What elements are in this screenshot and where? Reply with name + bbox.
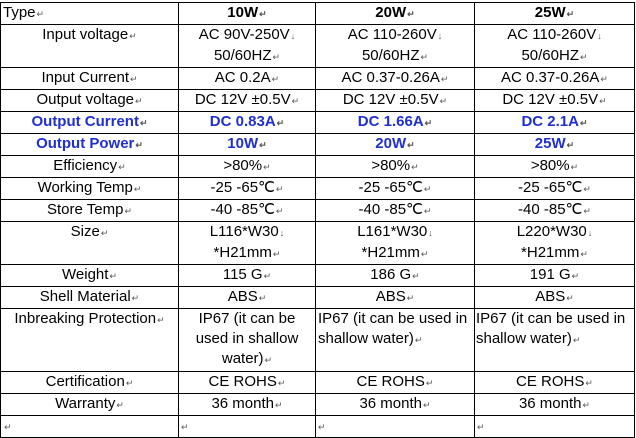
- cell-warranty-10w: 36 month↵: [178, 393, 316, 416]
- row-output-power: Output Power↵ 10W↵ 20W↵ 25W↵: [0, 133, 635, 156]
- row-efficiency: Efficiency↵ >80%↵ >80%↵ >80%↵: [0, 155, 635, 178]
- cell-size-25w: L220*W30↓ *H21mm↵: [474, 221, 635, 265]
- row-certification: Certification↵ CE ROHS↵ CE ROHS↵ CE ROHS…: [0, 371, 635, 394]
- cell-efficiency-20w: >80%↵: [315, 155, 475, 178]
- row-inbreaking-protection: Inbreaking Protection↵ IP67 (it can be u…: [0, 308, 635, 372]
- cell-output-voltage-10w: DC 12V ±0.5V↵: [178, 89, 316, 112]
- cell-protection-20w: IP67 (it can be used in shallow water)↵: [315, 308, 475, 372]
- cell-input-voltage-25w: AC 110-260V↓ 50/60HZ↵: [474, 24, 635, 68]
- label-size: Size↵: [0, 221, 179, 265]
- cell-weight-25w: 191 G↵: [474, 264, 635, 287]
- cell-protection-10w: IP67 (it can be used in shallow water)↵: [178, 308, 316, 372]
- row-input-current: Input Current↵ AC 0.2A↵ AC 0.37-0.26A↵ A…: [0, 67, 635, 90]
- cell-certification-25w: CE ROHS↵: [474, 371, 635, 394]
- cell-output-voltage-20w: DC 12V ±0.5V↵: [315, 89, 475, 112]
- row-output-current: Output Current↵ DC 0.83A↵ DC 1.66A↵ DC 2…: [0, 111, 635, 134]
- empty-cell-label: ↵: [0, 415, 179, 438]
- cell-output-power-20w: 20W↵: [315, 133, 475, 156]
- cell-warranty-20w: 36 month↵: [315, 393, 475, 416]
- cell-output-power-10w: 10W↵: [178, 133, 316, 156]
- row-output-voltage: Output voltage↵ DC 12V ±0.5V↵ DC 12V ±0.…: [0, 89, 635, 112]
- empty-cell-20w: ↵: [315, 415, 475, 438]
- label-input-voltage: Input voltage↵: [0, 24, 179, 68]
- cell-input-current-10w: AC 0.2A↵: [178, 67, 316, 90]
- cell-weight-10w: 115 G↵: [178, 264, 316, 287]
- cell-input-voltage-10w: AC 90V-250V↓ 50/60HZ↵: [178, 24, 316, 68]
- row-warranty: Warranty↵ 36 month↵ 36 month↵ 36 month↵: [0, 393, 635, 416]
- cell-shell-material-20w: ABS↵: [315, 286, 475, 309]
- label-input-current: Input Current↵: [0, 67, 179, 90]
- row-store-temp: Store Temp↵ -40 -85℃↵ -40 -85℃↵ -40 -85℃…: [0, 199, 635, 222]
- row-empty: ↵ ↵ ↵ ↵: [0, 415, 635, 438]
- cell-size-20w: L161*W30↓ *H21mm↵: [315, 221, 475, 265]
- label-weight: Weight↵: [0, 264, 179, 287]
- cell-size-10w: L116*W30↓ *H21mm↵: [178, 221, 316, 265]
- cell-certification-20w: CE ROHS↵: [315, 371, 475, 394]
- cell-store-temp-25w: -40 -85℃↵: [474, 199, 635, 222]
- row-working-temp: Working Temp↵ -25 -65℃↵ -25 -65℃↵ -25 -6…: [0, 177, 635, 200]
- empty-cell-25w: ↵: [474, 415, 635, 438]
- cell-output-current-20w: DC 1.66A↵: [315, 111, 475, 134]
- label-store-temp: Store Temp↵: [0, 199, 179, 222]
- cell-certification-10w: CE ROHS↵: [178, 371, 316, 394]
- header-10w: 10W↵: [178, 2, 316, 25]
- cell-store-temp-20w: -40 -85℃↵: [315, 199, 475, 222]
- cell-input-current-20w: AC 0.37-0.26A↵: [315, 67, 475, 90]
- label-working-temp: Working Temp↵: [0, 177, 179, 200]
- label-output-power: Output Power↵: [0, 133, 179, 156]
- label-warranty: Warranty↵: [0, 393, 179, 416]
- cell-working-temp-20w: -25 -65℃↵: [315, 177, 475, 200]
- header-20w: 20W↵: [315, 2, 475, 25]
- row-size: Size↵ L116*W30↓ *H21mm↵ L161*W30↓ *H21mm↵ …: [0, 221, 635, 265]
- cell-warranty-25w: 36 month↵: [474, 393, 635, 416]
- type-label-cell: Type↵: [0, 2, 179, 25]
- label-efficiency: Efficiency↵: [0, 155, 179, 178]
- cell-output-current-10w: DC 0.83A↵: [178, 111, 316, 134]
- cell-working-temp-10w: -25 -65℃↵: [178, 177, 316, 200]
- header-25w: 25W↵: [474, 2, 635, 25]
- cell-efficiency-10w: >80%↵: [178, 155, 316, 178]
- cell-output-current-25w: DC 2.1A↵: [474, 111, 635, 134]
- cell-shell-material-25w: ABS↵: [474, 286, 635, 309]
- label-certification: Certification↵: [0, 371, 179, 394]
- cell-efficiency-25w: >80%↵: [474, 155, 635, 178]
- cell-working-temp-25w: -25 -65℃↵: [474, 177, 635, 200]
- cell-weight-20w: 186 G↵: [315, 264, 475, 287]
- label-output-current: Output Current↵: [0, 111, 179, 134]
- cell-store-temp-10w: -40 -85℃↵: [178, 199, 316, 222]
- cell-input-voltage-20w: AC 110-260V↓ 50/60HZ↵: [315, 24, 475, 68]
- empty-cell-10w: ↵: [178, 415, 316, 438]
- row-shell-material: Shell Material↵ ABS↵ ABS↵ ABS↵: [0, 286, 635, 309]
- label-output-voltage: Output voltage↵: [0, 89, 179, 112]
- cell-protection-25w: IP67 (it can be used in shallow water)↵: [474, 308, 635, 372]
- row-weight: Weight↵ 115 G↵ 186 G↵ 191 G↵: [0, 264, 635, 287]
- label-shell-material: Shell Material↵: [0, 286, 179, 309]
- cell-input-current-25w: AC 0.37-0.26A↵: [474, 67, 635, 90]
- row-type: Type↵ 10W↵ 20W↵ 25W↵: [0, 2, 635, 25]
- row-input-voltage: Input voltage↵ AC 90V-250V↓ 50/60HZ↵ AC 1…: [0, 24, 635, 68]
- cell-shell-material-10w: ABS↵: [178, 286, 316, 309]
- cell-output-power-25w: 25W↵: [474, 133, 635, 156]
- label-inbreaking-protection: Inbreaking Protection↵: [0, 308, 179, 372]
- cell-output-voltage-25w: DC 12V ±0.5V↵: [474, 89, 635, 112]
